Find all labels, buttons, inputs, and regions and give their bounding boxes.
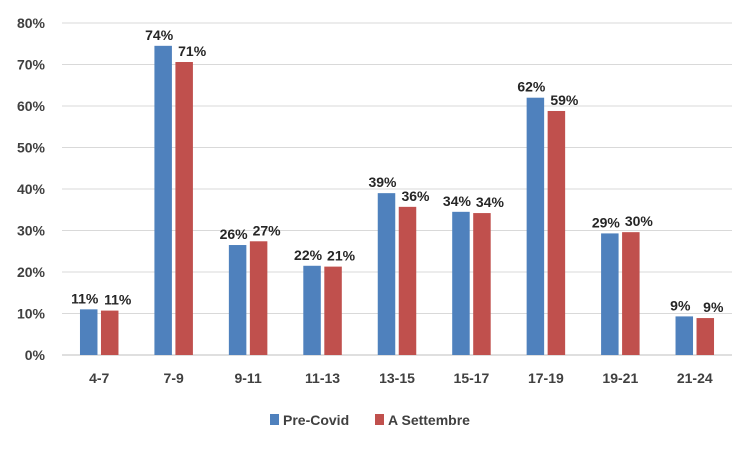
x-axis-ticks: 4-7 7-9 9-11 11-13 13-15 15-17 17-19 19-21 21-24 — [89, 370, 713, 386]
y-axis-ticks: 0% 10% 20% 30% 40% 50% 60% 70% 80% — [17, 15, 46, 363]
bar-pre-covid — [377, 193, 396, 355]
x-tick-label: 11-13 — [305, 370, 340, 386]
x-tick-label: 4-7 — [89, 370, 109, 386]
legend-label: A Settembre — [388, 412, 470, 428]
bar-pre-covid — [601, 233, 619, 355]
data-label: 39% — [368, 174, 397, 190]
data-label: 34% — [476, 194, 505, 210]
bars — [79, 45, 715, 355]
y-tick-label: 10% — [17, 306, 46, 322]
legend-swatch — [270, 414, 279, 425]
bar-a-settembre — [398, 206, 417, 355]
bar-a-settembre — [100, 310, 119, 355]
bar-a-settembre — [175, 62, 193, 355]
y-tick-label: 0% — [25, 347, 46, 363]
data-label: 11% — [104, 292, 132, 308]
bar-pre-covid — [228, 245, 247, 355]
x-tick-label: 13-15 — [379, 370, 415, 386]
data-label: 27% — [253, 222, 282, 238]
y-tick-label: 30% — [17, 223, 46, 239]
data-label: 74% — [145, 27, 174, 43]
bar-a-settembre — [473, 213, 491, 355]
bar-pre-covid — [452, 211, 470, 355]
bar-pre-covid — [526, 97, 545, 355]
data-label: 9% — [703, 299, 724, 315]
y-tick-label: 60% — [17, 98, 46, 114]
bar-pre-covid — [303, 265, 321, 355]
bar-a-settembre — [696, 318, 715, 355]
y-tick-label: 20% — [17, 264, 46, 280]
data-label: 21% — [327, 248, 356, 264]
data-label: 30% — [625, 213, 654, 229]
data-label: 22% — [294, 247, 323, 263]
x-tick-label: 9-11 — [234, 370, 261, 386]
bar-pre-covid — [79, 309, 98, 355]
legend-label: Pre-Covid — [283, 412, 349, 428]
data-label: 59% — [550, 92, 579, 108]
bar-a-settembre — [249, 241, 268, 355]
data-label: 36% — [401, 188, 430, 204]
x-tick-label: 15-17 — [454, 370, 490, 386]
y-tick-label: 40% — [17, 181, 46, 197]
legend-swatch — [375, 414, 384, 425]
x-tick-label: 7-9 — [164, 370, 184, 386]
y-tick-label: 70% — [17, 57, 46, 73]
x-tick-label: 21-24 — [677, 370, 713, 386]
bar-pre-covid — [154, 45, 172, 355]
data-label: 71% — [178, 43, 207, 59]
y-tick-label: 80% — [17, 15, 46, 31]
data-label: 26% — [220, 226, 249, 242]
legend: Pre-Covid A Settembre — [270, 412, 470, 428]
data-label: 62% — [517, 79, 546, 95]
data-label: 34% — [443, 193, 472, 209]
data-label: 9% — [670, 297, 691, 313]
bar-a-settembre — [622, 232, 640, 355]
y-tick-label: 50% — [17, 140, 46, 156]
data-label: 29% — [592, 214, 621, 230]
bar-a-settembre — [547, 110, 566, 355]
bar-a-settembre — [324, 266, 342, 355]
gridlines — [62, 22, 732, 356]
data-label: 11% — [71, 290, 99, 306]
x-tick-label: 19-21 — [602, 370, 638, 386]
x-tick-label: 17-19 — [528, 370, 564, 386]
bar-pre-covid — [675, 316, 694, 355]
data-labels: 11% 11% 74%71% 26% 27% 22% 21% 39%36% 34% 34% 62%5… — [71, 27, 724, 315]
